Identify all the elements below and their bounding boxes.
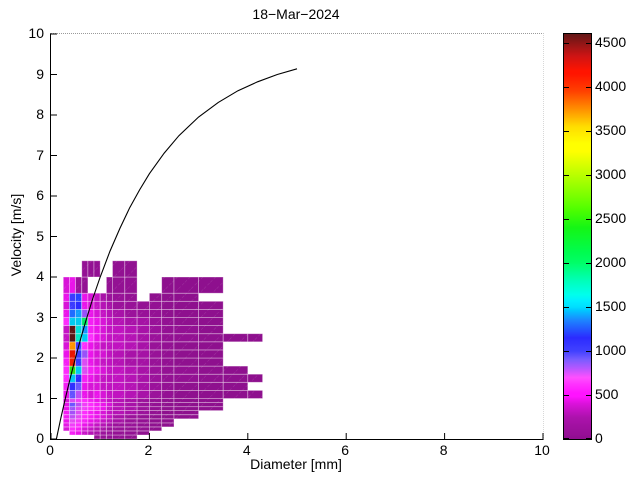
colorbar-tick [586,262,591,264]
colorbar-tick [586,174,591,176]
colorbar-tick [586,438,591,439]
colorbar-tick-label: 1000 [595,341,627,358]
colorbar-tick-label: 2000 [595,253,627,270]
chart-title: 18−Mar−2024 [252,6,340,22]
colorbar [563,33,592,440]
colorbar-tick [564,130,569,132]
y-tick-label: 0 [36,430,44,446]
colorbar-tick-label: 1500 [595,297,627,314]
colorbar-tick [586,86,591,88]
x-axis-label: Diameter [mm] [250,456,342,472]
colorbar-tick [586,350,591,352]
y-tick-label: 3 [36,308,44,325]
colorbar-tick [564,42,569,44]
colorbar-tick-label: 4000 [595,77,627,94]
y-tick-label: 8 [36,106,44,122]
x-tick-label: 0 [46,442,54,458]
colorbar-tick [564,86,569,88]
colorbar-tick [564,218,569,220]
colorbar-tick [564,438,569,439]
y-tick-label: 2 [36,349,44,365]
y-tick-label: 6 [36,187,44,203]
y-tick-label: 1 [36,389,44,406]
x-tick-label: 10 [534,442,550,458]
x-tick-label: 8 [439,442,448,458]
heatmap-svg [50,33,544,440]
colorbar-tick [586,306,591,308]
colorbar-tick [564,350,569,352]
colorbar-tick-label: 3000 [595,165,627,182]
colorbar-tick [564,174,569,176]
colorbar-tick-label: 2500 [595,209,627,226]
x-tick-label: 2 [144,442,153,458]
colorbar-tick [564,262,569,264]
colorbar-tick-label: 500 [595,385,619,402]
colorbar-tick-label: 3500 [595,121,627,138]
colorbar-tick [586,394,591,396]
y-tick-label: 5 [36,227,44,244]
y-tick-label: 10 [28,25,44,41]
colorbar-tick-label: 4500 [595,33,627,50]
x-tick-label: 6 [341,442,350,458]
colorbar-tick [586,218,591,220]
x-tick-label: 4 [242,442,251,458]
y-tick-label: 4 [36,268,44,284]
colorbar-tick-label: 0 [595,430,603,446]
colorbar-tick [586,130,591,132]
y-tick-label: 9 [36,65,44,82]
colorbar-tick [564,394,569,396]
colorbar-tick [564,306,569,308]
plot-area [50,33,544,440]
colorbar-tick [586,42,591,44]
terminal-velocity-curve [55,68,298,440]
y-tick-label: 7 [36,146,44,163]
